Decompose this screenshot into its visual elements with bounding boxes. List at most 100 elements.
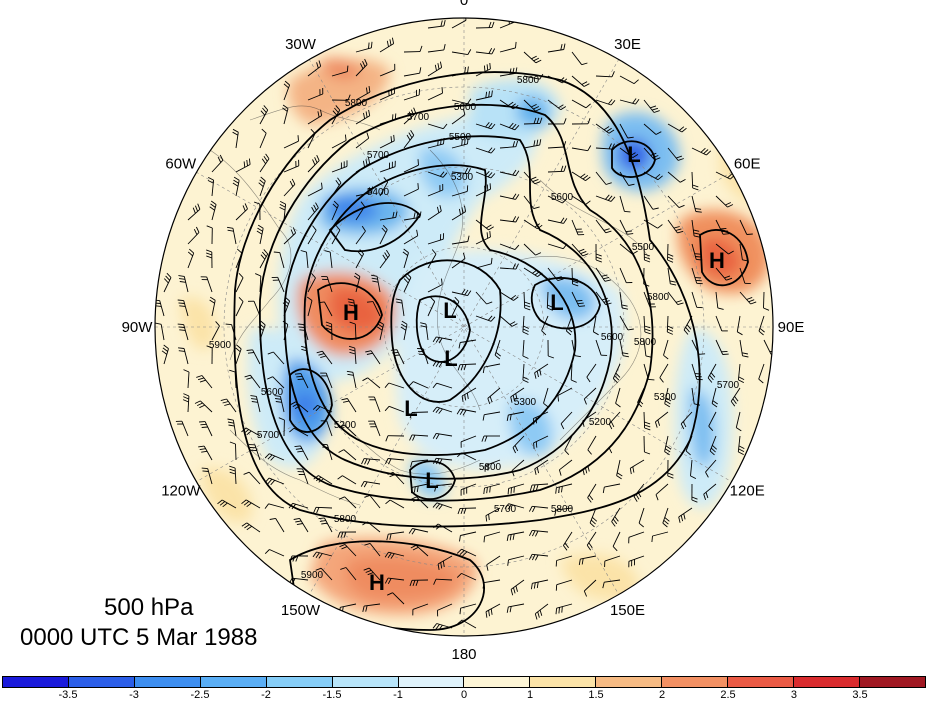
wind-barb-flag — [377, 323, 384, 328]
wind-barb-flag — [247, 352, 255, 354]
wind-barb-flag — [384, 382, 390, 388]
wind-barb-flag — [386, 40, 389, 47]
wind-barb-flag — [257, 224, 264, 229]
contour-label: 5700 — [407, 112, 430, 123]
wind-barb-flag — [539, 609, 543, 616]
wind-barb-flag — [439, 171, 445, 177]
contour-label: 5500 — [449, 132, 472, 143]
wind-barb-flag — [384, 551, 389, 558]
colorbar-tick-label: 2 — [658, 689, 666, 701]
wind-barb-flag — [324, 250, 331, 253]
wind-barb-flag — [510, 589, 514, 596]
wind-barb-flag — [178, 326, 185, 328]
wind-barb-flag — [408, 528, 413, 534]
wind-barb-flag — [616, 472, 623, 477]
wind-barb-flag — [558, 607, 560, 614]
wind-barb-flag — [644, 451, 651, 455]
wind-barb-staff — [272, 376, 285, 389]
wind-barb-staff — [388, 382, 405, 389]
wind-barb-flag — [690, 475, 697, 480]
wind-barb-flag — [371, 277, 378, 280]
low-center-arctic-1: L — [443, 298, 456, 323]
wind-barb-staff — [564, 435, 573, 451]
wind-barb-flag — [318, 353, 325, 356]
contour-label: 5400 — [367, 187, 390, 198]
wind-barb-flag — [238, 296, 244, 302]
lon-90w-label: 90W — [122, 319, 154, 336]
wind-barb-flag — [438, 504, 443, 510]
wind-barb-flag — [392, 211, 395, 218]
wind-barb-flag — [627, 233, 634, 235]
wind-barb-flag — [244, 203, 248, 210]
wind-barb-flag — [325, 324, 332, 328]
wind-barb-flag — [463, 364, 467, 371]
wind-barb-staff — [586, 363, 597, 378]
wind-barb-flag — [677, 230, 684, 234]
wind-barb-flag — [434, 64, 437, 71]
wind-barb-flag — [458, 208, 461, 215]
wind-barb-flag — [246, 377, 253, 380]
wind-barb-flag — [210, 203, 216, 208]
wind-barb-flag — [653, 110, 660, 113]
wind-barb-flag — [590, 519, 596, 525]
wind-barb-flag — [742, 352, 748, 355]
wind-barb-staff — [403, 235, 418, 245]
wind-barb-flag — [384, 458, 389, 465]
wind-barb-staff — [643, 339, 647, 356]
wind-barb-flag — [282, 104, 289, 109]
coastlines — [209, 105, 651, 506]
wind-barb-staff — [460, 603, 477, 609]
wind-barb-staff — [307, 277, 316, 293]
wind-barb-flag — [769, 350, 773, 353]
wind-barb-staff — [372, 301, 381, 317]
wind-barb-flag — [294, 445, 301, 448]
wind-barb-flag — [464, 205, 467, 212]
wind-barb-flag — [294, 373, 301, 375]
colorbar-tick-labels: -3.5 -3 -2.5 -2 -1.5 -1 0 1 1.5 2 2.5 3 3.5 — [2, 689, 926, 702]
wind-barb-flag — [411, 528, 416, 535]
wind-barb-flag — [667, 472, 674, 476]
wind-barb-flag — [578, 305, 586, 307]
anomaly-colorbar — [2, 676, 926, 688]
wind-barb-flag — [314, 157, 318, 163]
wind-barb-flag — [511, 123, 517, 129]
wind-barb-flag — [486, 184, 489, 191]
contour-label: 5800 — [345, 98, 368, 109]
wind-barb-flag — [348, 345, 355, 349]
wind-barb-flag — [490, 608, 493, 615]
wind-barb-flag — [349, 321, 356, 325]
wind-barb-flag — [316, 62, 319, 69]
wind-barb-staff — [583, 387, 597, 400]
wind-barb-flag — [534, 372, 537, 379]
wind-barb-staff — [379, 69, 395, 77]
wind-barb-flag — [662, 522, 668, 528]
wind-barb-flag — [563, 165, 567, 172]
wind-barb-flag — [313, 507, 317, 513]
wind-barb-flag — [235, 347, 241, 353]
wind-barb-flag — [391, 37, 395, 44]
wind-barb-flag — [633, 496, 638, 502]
wind-barb-flag — [483, 487, 485, 495]
wind-barb-flag — [368, 157, 371, 164]
wind-barb-flag — [244, 524, 250, 529]
wind-barb-flag — [438, 361, 443, 368]
wind-barb-flag — [615, 403, 621, 408]
wind-barbs — [155, 18, 773, 631]
wind-barb-flag — [183, 393, 190, 397]
wind-barb-flag — [209, 206, 215, 211]
wind-barb-flag — [228, 424, 235, 427]
contour-5800-outer — [233, 71, 701, 528]
wind-barb-flag — [495, 352, 501, 357]
wind-barb-flag — [655, 173, 661, 179]
wind-barb-flag — [260, 320, 266, 326]
wind-barb-flag — [193, 229, 198, 235]
wind-barb-flag — [460, 508, 464, 515]
wind-barb-staff — [235, 301, 244, 317]
wind-barb-flag — [611, 521, 616, 527]
wind-barb-flag — [344, 134, 347, 141]
wind-barb-flag — [387, 458, 392, 465]
wind-barb-flag — [515, 216, 520, 223]
contour-label: 5300 — [654, 392, 677, 403]
wind-barb-flag — [734, 396, 739, 402]
wind-barb-flag — [467, 49, 472, 55]
